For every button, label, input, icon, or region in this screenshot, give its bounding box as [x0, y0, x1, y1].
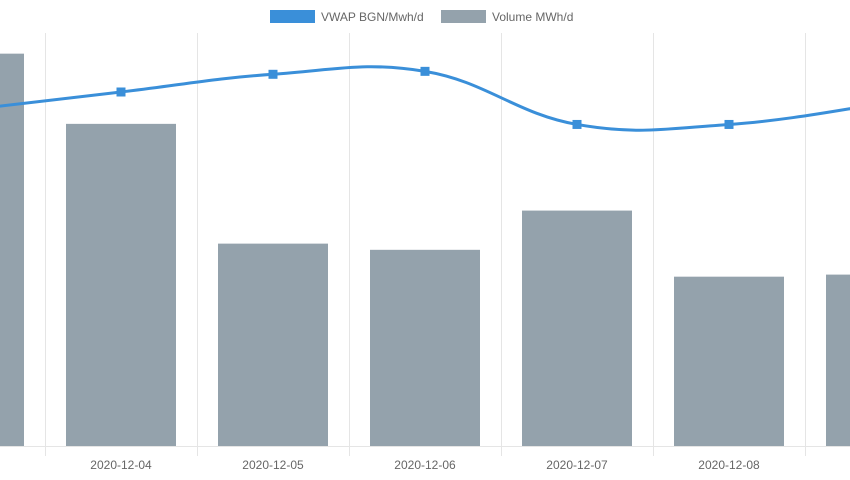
legend-label-volume[interactable]: Volume MWh/d	[492, 10, 573, 24]
volume-bar[interactable]	[826, 274, 850, 446]
volume-bar[interactable]	[66, 123, 176, 447]
volume-bar[interactable]	[522, 210, 632, 446]
legend-swatch-volume[interactable]	[441, 10, 486, 23]
vwap-point[interactable]	[572, 119, 582, 129]
volume-bar[interactable]	[674, 276, 784, 446]
legend-label-vwap[interactable]: VWAP BGN/Mwh/d	[321, 10, 424, 24]
vwap-point[interactable]	[420, 66, 430, 76]
volume-bar[interactable]	[370, 249, 480, 446]
volume-bar[interactable]	[0, 53, 24, 447]
grid-lines	[0, 33, 850, 456]
vwap-line	[0, 65, 850, 132]
x-axis-tick-labels: 2020-12-032020-12-042020-12-052020-12-06…	[0, 458, 760, 472]
vwap-point[interactable]	[724, 119, 734, 129]
x-tick-label: 2020-12-06	[394, 458, 456, 472]
volume-bar[interactable]	[218, 243, 328, 446]
x-tick-label: 2020-12-07	[546, 458, 608, 472]
legend-swatch-vwap[interactable]	[270, 10, 315, 23]
x-tick-label: 2020-12-08	[698, 458, 760, 472]
legend[interactable]: VWAP BGN/Mwh/d Volume MWh/d	[270, 10, 573, 24]
x-tick-label: 2020-12-05	[242, 458, 304, 472]
vwap-point[interactable]	[268, 69, 278, 79]
vwap-point[interactable]	[116, 87, 126, 97]
volume-bars	[0, 53, 850, 447]
vwap-line-series	[0, 65, 850, 132]
x-tick-label: 2020-12-04	[90, 458, 152, 472]
